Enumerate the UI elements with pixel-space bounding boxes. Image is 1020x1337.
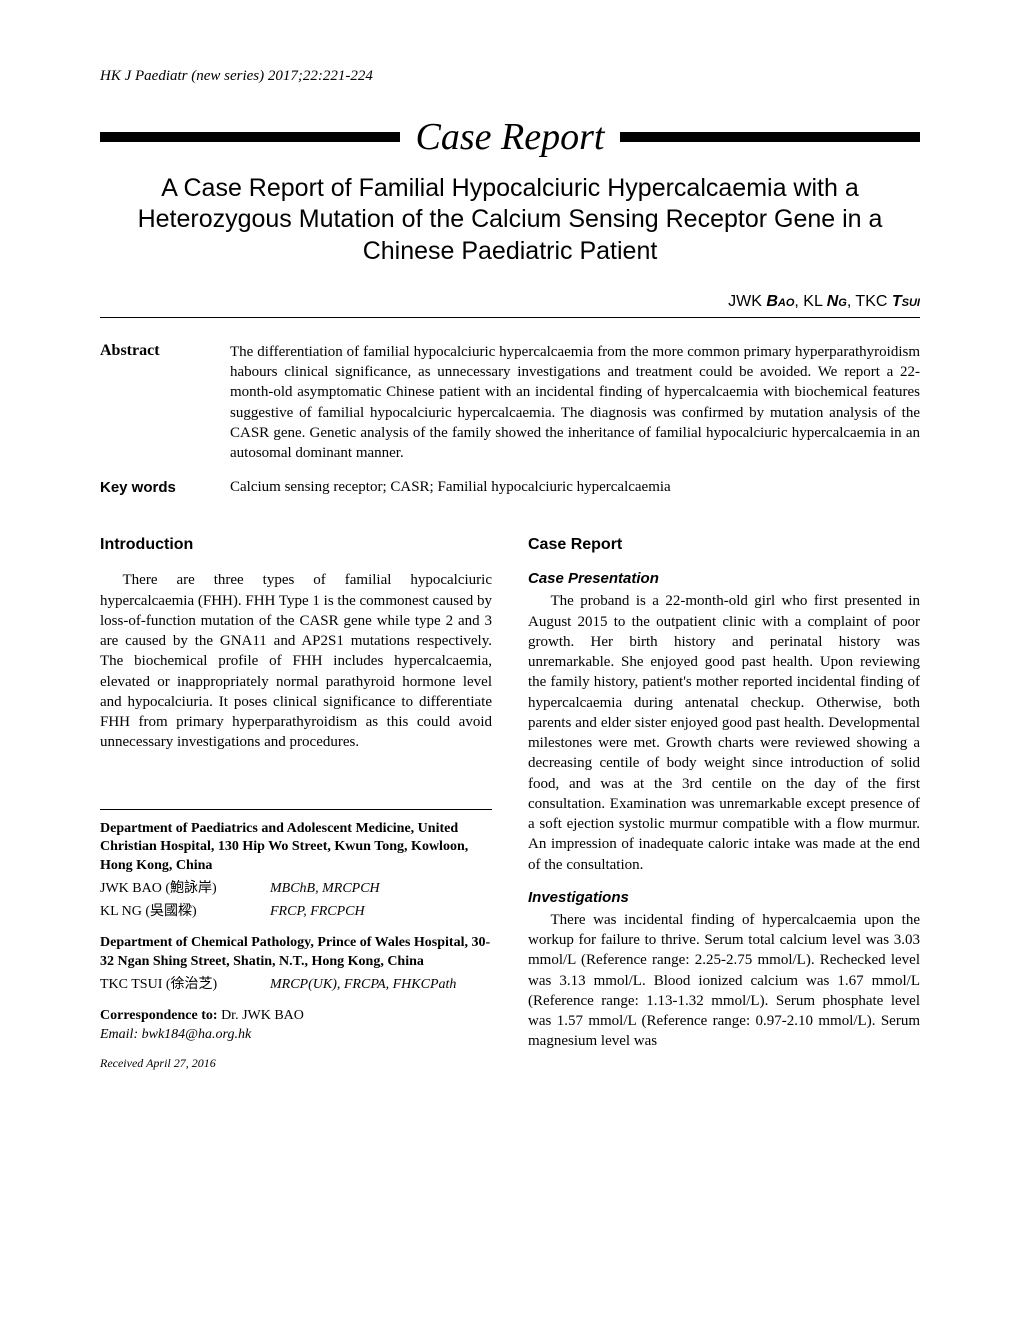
affiliation-1-row-2: KL NG (吳國樑) FRCP, FRCPCH — [100, 903, 492, 922]
author-1-initials: JWK — [728, 293, 766, 310]
affiliation-1-title: Department of Paediatrics and Adolescent… — [100, 820, 492, 877]
case-presentation-text: The proband is a 22-month-old girl who f… — [528, 591, 920, 875]
banner-bar-left — [100, 132, 400, 142]
affil-1-cred-1: MBChB, MRCPCH — [270, 880, 380, 899]
keywords-block: Key words Calcium sensing receptor; CASR… — [100, 479, 920, 496]
abstract-text: The differentiation of familial hypocalc… — [230, 342, 920, 464]
introduction-heading: Introduction — [100, 536, 492, 554]
affiliation-1-row-1: JWK BAO (鮑詠岸) MBChB, MRCPCH — [100, 880, 492, 899]
affil-1-name-1: JWK BAO (鮑詠岸) — [100, 880, 270, 899]
affiliation-block-2: Department of Chemical Pathology, Prince… — [100, 934, 492, 995]
left-column: Introduction There are three types of fa… — [100, 536, 492, 1071]
abstract-label: Abstract — [100, 342, 230, 464]
case-report-heading: Case Report — [528, 536, 920, 554]
abstract-block: Abstract The differentiation of familial… — [100, 342, 920, 464]
author-3-surname: Tsui — [892, 293, 920, 310]
right-column: Case Report Case Presentation The proban… — [528, 536, 920, 1071]
correspondence-name: Dr. JWK BAO — [221, 1008, 304, 1023]
correspondence-line: Correspondence to: Dr. JWK BAO — [100, 1007, 492, 1026]
affil-2-cred-1: MRCP(UK), FRCPA, FHKCPath — [270, 976, 456, 995]
case-report-banner: Case Report — [100, 115, 920, 159]
correspondence-block: Correspondence to: Dr. JWK BAO Email: bw… — [100, 1007, 492, 1045]
investigations-heading: Investigations — [528, 889, 920, 906]
two-column-body: Introduction There are three types of fa… — [100, 536, 920, 1071]
authors-line: JWK Bao, KL Ng, TKC Tsui — [100, 293, 920, 311]
correspondence-email: Email: bwk184@ha.org.hk — [100, 1026, 492, 1045]
affiliation-rule — [100, 809, 492, 810]
affiliation-2-title: Department of Chemical Pathology, Prince… — [100, 934, 492, 972]
article-title: A Case Report of Familial Hypocalciuric … — [100, 173, 920, 267]
journal-header: HK J Paediatr (new series) 2017;22:221-2… — [100, 68, 920, 85]
author-1-surname: Bao — [766, 293, 794, 310]
banner-bar-right — [620, 132, 920, 142]
affiliation-2-row-1: TKC TSUI (徐治芝) MRCP(UK), FRCPA, FHKCPath — [100, 976, 492, 995]
author-2-surname: Ng — [827, 293, 847, 310]
keywords-label: Key words — [100, 479, 230, 496]
affiliation-block-1: Department of Paediatrics and Adolescent… — [100, 820, 492, 922]
banner-label: Case Report — [400, 115, 621, 159]
affil-2-name-1: TKC TSUI (徐治芝) — [100, 976, 270, 995]
author-2-initials: , KL — [794, 293, 826, 310]
introduction-text: There are three types of familial hypoca… — [100, 570, 492, 752]
affil-1-cred-2: FRCP, FRCPCH — [270, 903, 365, 922]
affil-1-name-2: KL NG (吳國樑) — [100, 903, 270, 922]
keywords-text: Calcium sensing receptor; CASR; Familial… — [230, 479, 671, 496]
authors-rule — [100, 317, 920, 318]
case-presentation-heading: Case Presentation — [528, 570, 920, 587]
investigations-text: There was incidental finding of hypercal… — [528, 910, 920, 1052]
received-date: Received April 27, 2016 — [100, 1056, 492, 1071]
correspondence-label: Correspondence to: — [100, 1008, 221, 1023]
author-3-initials: , TKC — [847, 293, 892, 310]
